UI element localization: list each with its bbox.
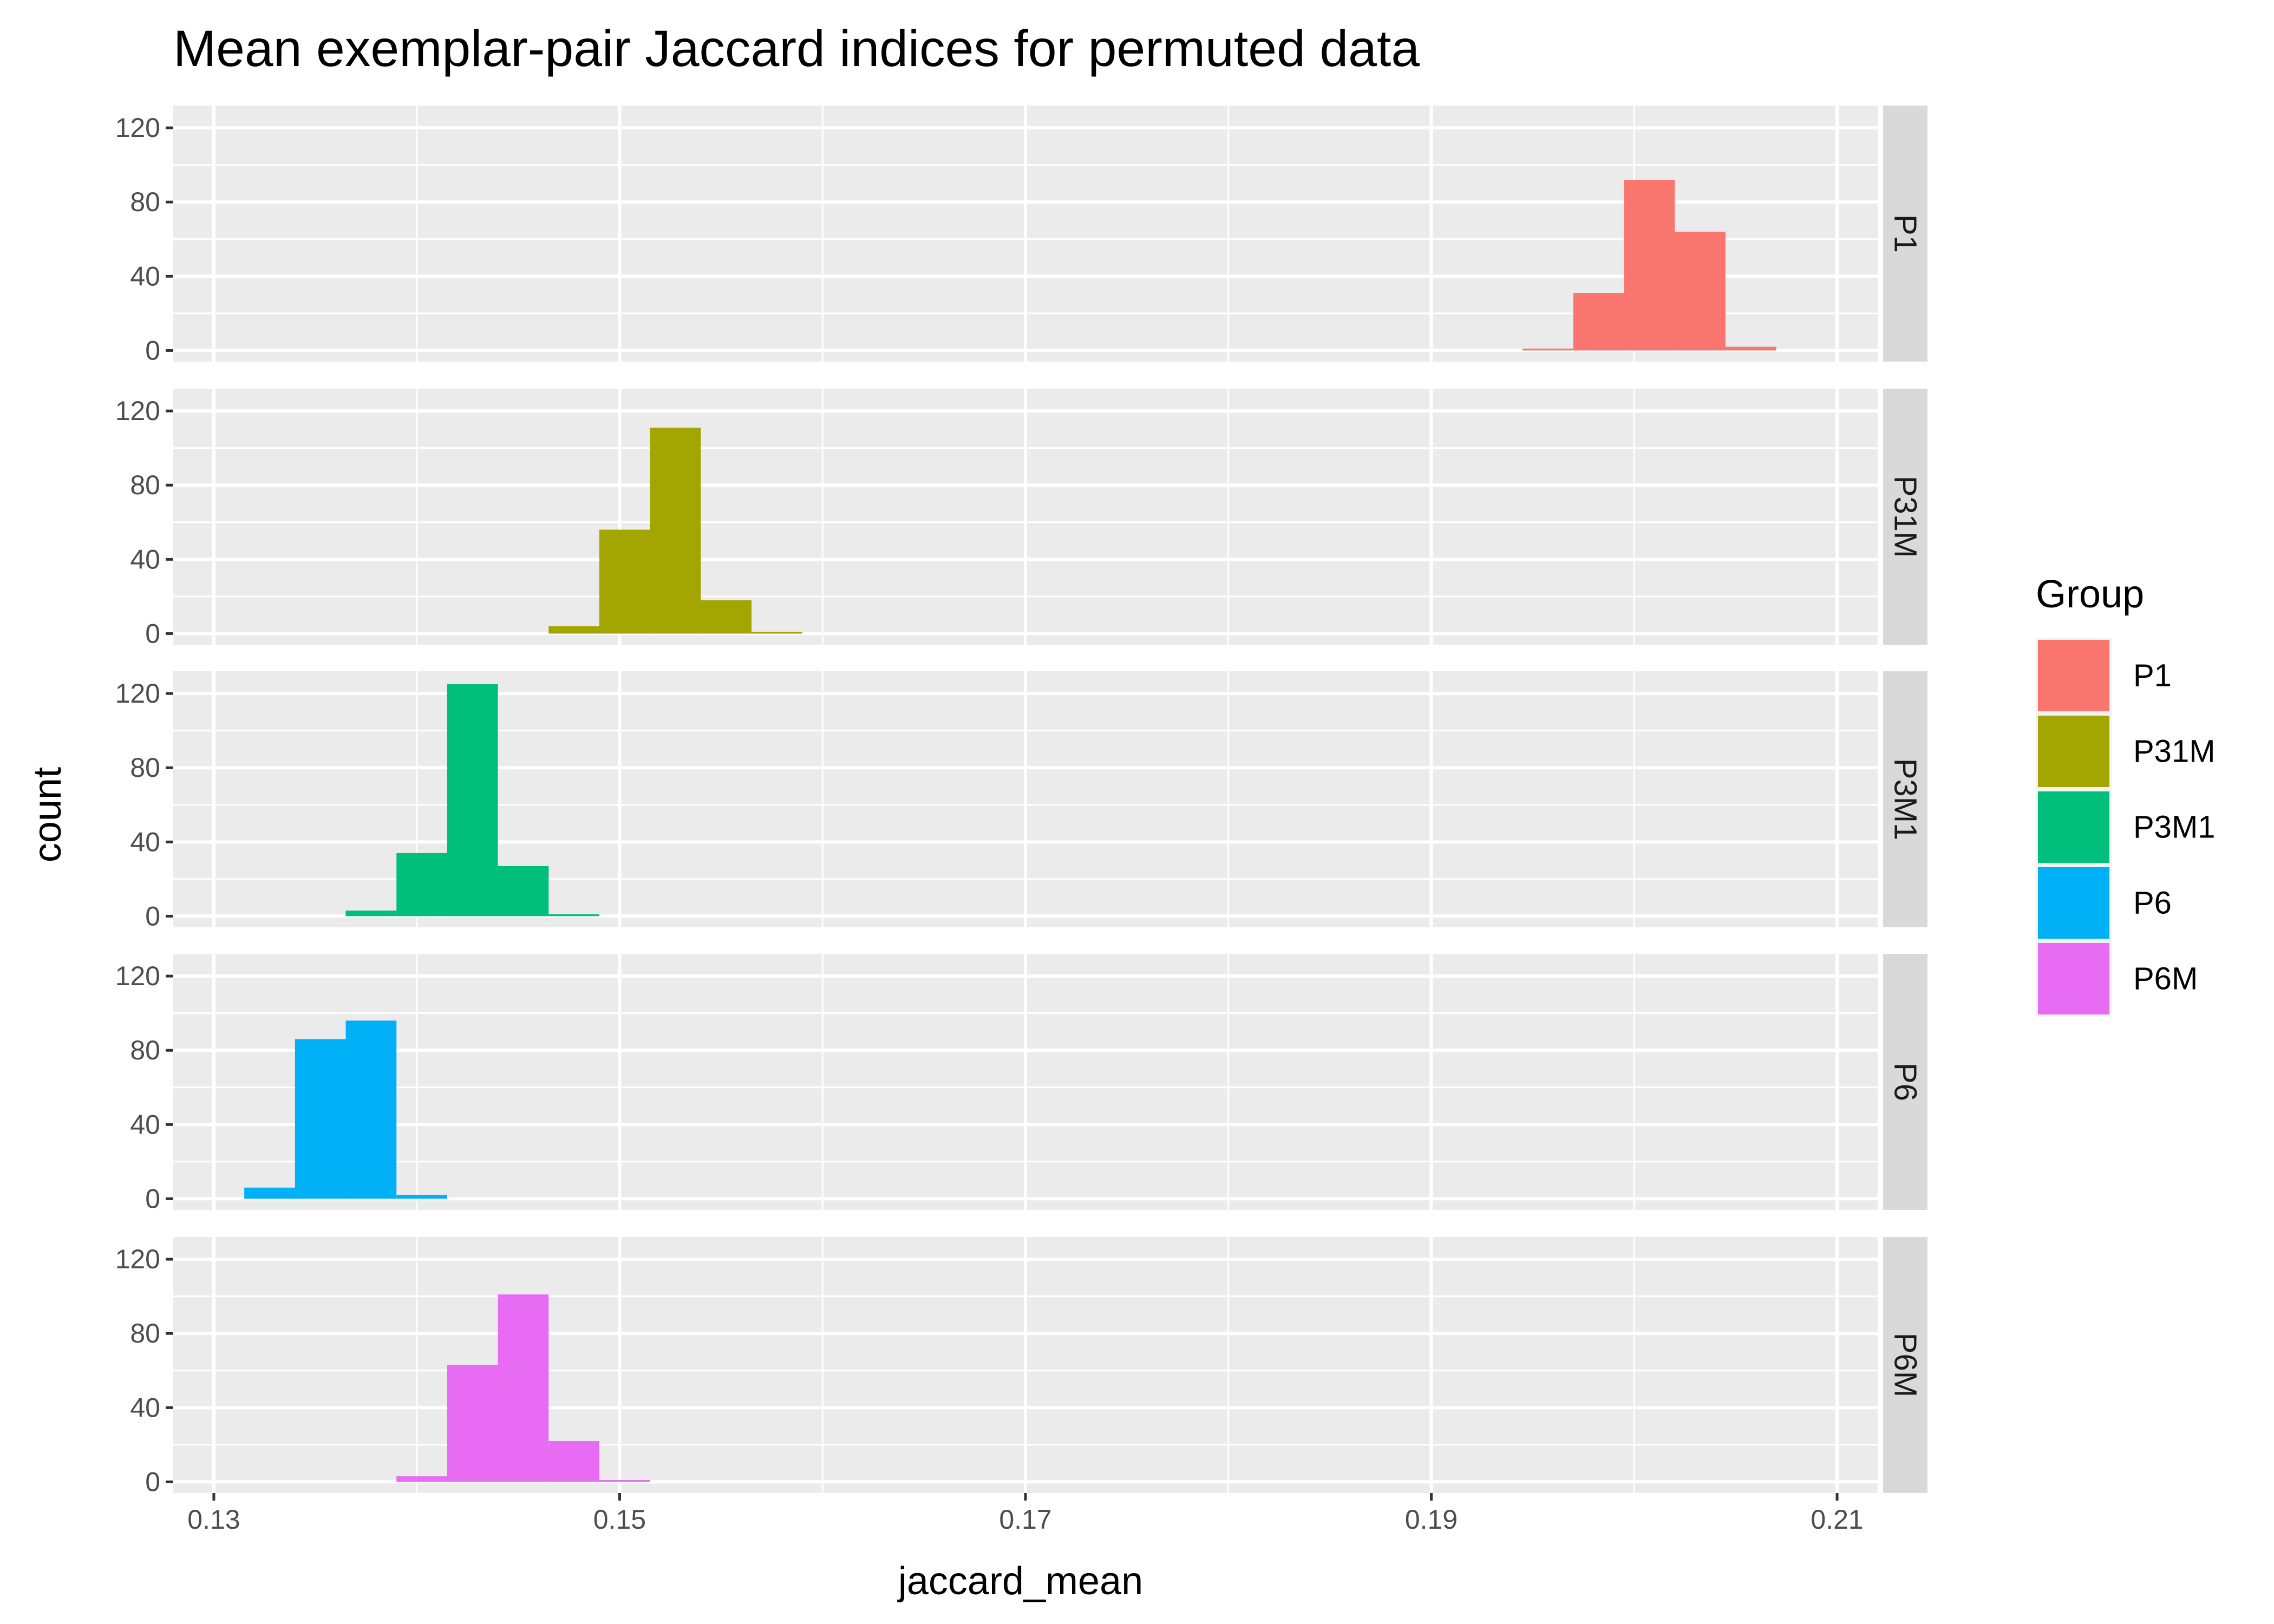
y-tick-label: 120 [115, 396, 160, 426]
histogram-bar [498, 1294, 549, 1482]
histogram-bar [548, 914, 599, 916]
legend-key-swatch [2038, 791, 2109, 863]
histogram-bar [447, 1365, 498, 1482]
histogram-bar [701, 600, 752, 634]
y-tick-label: 80 [130, 187, 160, 217]
histogram-bar [295, 1039, 346, 1199]
y-tick-label: 40 [130, 827, 160, 857]
facet-strip-label: P6 [1888, 1063, 1923, 1101]
x-axis-title: jaccard_mean [897, 1560, 1143, 1603]
legend-item-p6: P6 [2036, 865, 2172, 941]
y-tick-label: 120 [115, 1244, 160, 1274]
legend-item-p6m: P6M [2036, 941, 2198, 1017]
y-tick-label: 80 [130, 752, 160, 783]
facet-panel-p1: 0 40 80 120 P1 [115, 106, 1927, 365]
facet-strip [1883, 1237, 1927, 1493]
y-tick-label: 80 [130, 470, 160, 500]
x-tick-label: 0.21 [1811, 1504, 1863, 1535]
histogram-bar [345, 911, 397, 916]
legend-item-p31m: P31M [2036, 713, 2216, 789]
histogram-bar [548, 626, 599, 634]
facet-strip [1883, 671, 1927, 927]
y-tick-label: 40 [130, 261, 160, 291]
y-tick-label: 80 [130, 1035, 160, 1065]
legend-key-swatch [2038, 716, 2109, 787]
y-tick-label: 0 [145, 1466, 160, 1497]
histogram-bar [599, 529, 650, 634]
legend-item-p1: P1 [2036, 638, 2172, 713]
histogram-bar [1624, 180, 1675, 351]
y-tick-label: 40 [130, 544, 160, 574]
legend-label: P3M1 [2133, 810, 2216, 845]
legend-item-p3m1: P3M1 [2036, 789, 2216, 865]
histogram-bar [1725, 346, 1776, 351]
x-tick-label: 0.13 [187, 1504, 240, 1535]
legend-key-swatch [2038, 640, 2109, 711]
x-axis: 0.13 0.15 0.17 0.19 0.21 [187, 1493, 1864, 1535]
facet-strip [1883, 954, 1927, 1210]
y-tick-label: 40 [130, 1109, 160, 1140]
facet-panel-p3m1: 0 40 80 120 P3M1 [115, 671, 1927, 931]
histogram-bar [1573, 293, 1624, 351]
y-tick-label: 0 [145, 335, 160, 365]
histogram-bar [752, 632, 802, 634]
y-tick-label: 0 [145, 901, 160, 931]
facet-strip [1883, 389, 1927, 645]
legend: Group P1 P31M P3M1 P6 P6M [2036, 573, 2216, 1017]
facet-strip-label: P3M1 [1888, 758, 1923, 841]
histogram-bar [244, 1187, 295, 1199]
y-tick-label: 0 [145, 1183, 160, 1214]
y-tick-label: 120 [115, 961, 160, 991]
y-axis-title: count [26, 767, 69, 862]
facet-strip-label: P1 [1888, 214, 1923, 253]
histogram-bar [396, 853, 447, 916]
histogram-bar [1675, 232, 1726, 351]
y-tick-label: 40 [130, 1392, 160, 1423]
chart-title: Mean exemplar-pair Jaccard indices for p… [173, 20, 1420, 77]
legend-key-swatch [2038, 943, 2109, 1014]
legend-label: P31M [2133, 734, 2216, 769]
facet-panels: 0 40 80 120 P1 0 40 80 120 P31M 0 40 80 120 P3M1 0 40 80 1… [115, 106, 1927, 1497]
legend-label: P6 [2133, 886, 2172, 921]
facet-strip [1883, 106, 1927, 362]
legend-items: P1 P31M P3M1 P6 P6M [2036, 638, 2216, 1017]
facet-panel-p6m: 0 40 80 120 P6M [115, 1237, 1927, 1497]
y-tick-label: 80 [130, 1318, 160, 1348]
histogram-bar [599, 1480, 650, 1482]
x-tick-label: 0.15 [593, 1504, 646, 1535]
histogram-bar [650, 427, 701, 634]
facet-panel-p6: 0 40 80 120 P6 [115, 954, 1927, 1214]
facet-panel-p31m: 0 40 80 120 P31M [115, 389, 1927, 649]
histogram-bar [396, 1195, 447, 1199]
histogram-bar [396, 1476, 447, 1482]
legend-key-swatch [2038, 867, 2109, 939]
x-tick-label: 0.17 [999, 1504, 1051, 1535]
histogram-bar [447, 684, 498, 916]
facet-strip-label: P6M [1888, 1333, 1923, 1397]
legend-label: P6M [2133, 961, 2198, 997]
y-tick-label: 0 [145, 618, 160, 649]
histogram-bar [1522, 349, 1573, 351]
y-tick-label: 120 [115, 678, 160, 709]
legend-label: P1 [2133, 658, 2172, 693]
y-tick-label: 120 [115, 113, 160, 143]
x-tick-label: 0.19 [1405, 1504, 1458, 1535]
facet-strip-label: P31M [1888, 476, 1923, 558]
histogram-bar [548, 1441, 599, 1482]
histogram-bar [345, 1020, 397, 1199]
histogram-bar [498, 866, 549, 916]
legend-title: Group [2036, 573, 2144, 616]
